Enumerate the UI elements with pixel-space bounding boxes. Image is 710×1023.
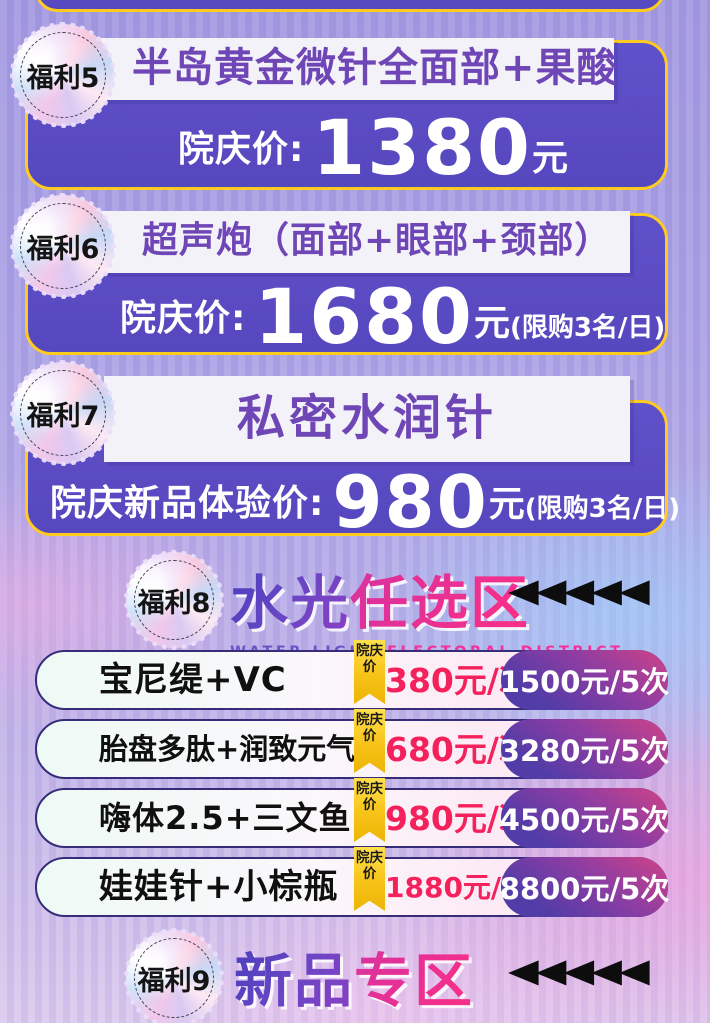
price-label: 院庆价: (178, 129, 305, 170)
new-arrivals-section-header: 新品专区 NEW ARRIVALS SECTION (234, 934, 503, 1023)
price-row[interactable]: 宝尼缇+VC 院庆价 380元/次 1500元/5次 (35, 640, 669, 710)
package-price: 4500元/5次 (500, 788, 669, 848)
price-amount: 1680 (254, 272, 474, 361)
anniversary-price-ribbon: 院庆价 (354, 640, 385, 704)
badge-label: 福利9 (137, 965, 211, 997)
price-amount: 1380 (312, 103, 532, 192)
unit-price: 380元/次 (385, 661, 532, 700)
price-label: 院庆新品体验价: (50, 483, 325, 524)
badge-label: 福利7 (26, 400, 100, 432)
package-price: 3280元/5次 (500, 719, 669, 779)
previous-card-bottom-edge (35, 0, 665, 12)
treatment-name: 胎盘多肽+润致元气针 (99, 732, 385, 766)
anniversary-price-ribbon: 院庆价 (354, 778, 385, 842)
price-row[interactable]: 娃娃针+小棕瓶 院庆价 1880元/次 8800元/5次 (35, 847, 669, 917)
section-title-accent: 专区 (354, 947, 475, 1015)
purchase-limit-note: (限购3名/日) (509, 313, 666, 343)
price-line: 院庆新品体验价: 980 元 (限购3名/日) (28, 466, 680, 538)
unit-price: 680元/次 (385, 730, 532, 769)
anniversary-price-ribbon: 院庆价 (354, 709, 385, 773)
section-title-accent: 任选区 (350, 569, 531, 637)
badge-label: 福利8 (137, 587, 211, 619)
benefit8-stamp-badge: 福利8 (124, 550, 224, 650)
package-price: 8800元/5次 (500, 857, 669, 917)
section-title-primary: 新品 (234, 947, 355, 1015)
treatment-name: 嗨体2.5+三文鱼 (99, 799, 352, 837)
badge-label: 福利6 (26, 233, 100, 265)
anniversary-price-ribbon: 院庆价 (354, 847, 385, 911)
section-title: 水光任选区 (230, 556, 624, 640)
benefit5-stamp-badge: 福利5 (10, 22, 116, 128)
price-label: 院庆价: (120, 298, 247, 339)
unit-price: 1880元/次 (385, 871, 530, 904)
deal-title-banner: 半岛黄金微针全面部+果酸 (90, 38, 617, 100)
benefit6-stamp-badge: 福利6 (10, 193, 116, 299)
price-unit: 元 (473, 303, 510, 344)
price-line: 院庆价: 1380 元 (28, 105, 665, 187)
deal-title-banner: 超声炮（面部+眼部+颈部） (90, 211, 630, 273)
left-arrows-icon: ◀◀◀◀◀ (508, 572, 650, 610)
price-unit: 元 (488, 484, 525, 525)
benefit7-stamp-badge: 福利7 (10, 360, 116, 466)
package-price: 1500元/5次 (500, 650, 669, 710)
price-amount: 980 (332, 460, 489, 544)
price-line: 院庆价: 1680 元 (限购3名/日) (28, 272, 666, 361)
treatment-name: 宝尼缇+VC (99, 660, 287, 700)
section-title: 新品专区 (234, 934, 503, 1018)
badge-label: 福利5 (26, 62, 100, 94)
deal-title-banner: 私密水润针 (104, 376, 630, 462)
price-row[interactable]: 胎盘多肽+润致元气针 院庆价 680元/次 3280元/5次 (35, 709, 669, 779)
price-row[interactable]: 嗨体2.5+三文鱼 院庆价 980元/次 4500元/5次 (35, 778, 669, 848)
price-unit: 元 (531, 138, 568, 179)
benefit9-stamp-badge: 福利9 (124, 928, 224, 1023)
section-title-primary: 水光 (230, 569, 351, 637)
purchase-limit-note: (限购3名/日) (524, 494, 681, 524)
left-arrows-icon: ◀◀◀◀◀ (508, 952, 650, 990)
treatment-name: 娃娃针+小棕瓶 (99, 867, 339, 907)
unit-price: 980元/次 (385, 799, 532, 838)
